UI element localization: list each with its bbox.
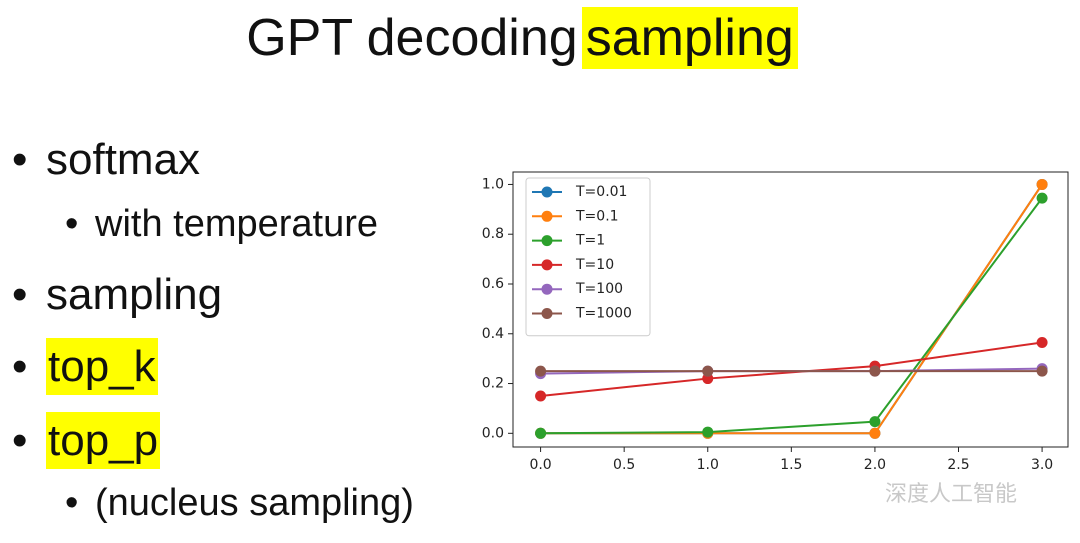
bullet: softmax (12, 135, 201, 185)
legend-label: T=10 (575, 257, 614, 273)
legend-label: T=0.01 (575, 184, 627, 200)
series-line (540, 197, 1043, 435)
x-tick-label: 1.5 (780, 457, 802, 473)
legend-label: T=1 (575, 233, 605, 249)
x-tick-label: 3.0 (1031, 457, 1053, 473)
data-point (869, 365, 881, 377)
legend-marker (541, 308, 553, 319)
plot-frame (512, 171, 1069, 448)
bullet-text: (nucleus sampling) (95, 482, 414, 524)
series-line (540, 341, 1043, 397)
bullet-text: softmax (46, 135, 201, 184)
legend-label: T=0.1 (575, 208, 619, 224)
bullet: top_p (12, 412, 161, 469)
slide-title: GPT decoding sampling (0, 7, 1040, 69)
bullet: with temperature (65, 203, 379, 246)
data-point (702, 426, 714, 438)
title-text: GPT decoding (246, 9, 578, 67)
legend-marker (541, 186, 553, 198)
y-tick-label: 0.2 (482, 376, 504, 392)
x-tick-label: 0.5 (613, 457, 635, 473)
data-point (1036, 192, 1048, 204)
y-tick-label: 0.0 (482, 425, 504, 441)
y-tick-label: 0.6 (482, 276, 504, 292)
watermark: 深度人工智能 (885, 482, 1017, 507)
bullet-text: top_p (46, 412, 161, 469)
data-point (535, 427, 547, 439)
title-highlight: sampling (581, 7, 798, 69)
x-tick-label: 2.0 (864, 457, 886, 473)
data-point (1036, 365, 1048, 377)
data-point (1036, 336, 1048, 348)
data-point (869, 427, 881, 439)
y-tick-label: 1.0 (482, 176, 504, 192)
legend-marker (541, 283, 553, 295)
bullet: sampling (12, 270, 223, 320)
bullet-text: with temperature (95, 203, 379, 245)
legend-label: T=1000 (575, 306, 632, 322)
data-point (702, 365, 714, 377)
y-tick-label: 0.8 (482, 226, 504, 242)
legend-box (525, 177, 651, 337)
bullet-text: top_k (46, 338, 158, 395)
x-tick-label: 1.0 (697, 457, 719, 473)
data-point (535, 390, 547, 402)
legend-marker (541, 235, 553, 247)
x-tick-label: 0.0 (529, 457, 551, 473)
bullet: (nucleus sampling) (65, 482, 414, 525)
bullet: top_k (12, 338, 158, 395)
x-tick-label: 2.5 (947, 457, 969, 473)
data-point (869, 416, 881, 428)
legend-marker (541, 259, 553, 271)
data-point (535, 365, 547, 377)
legend-marker (541, 210, 553, 222)
y-tick-label: 0.4 (482, 326, 504, 342)
legend-label: T=100 (575, 281, 623, 297)
data-point (1036, 178, 1048, 190)
bullet-text: sampling (46, 270, 223, 319)
